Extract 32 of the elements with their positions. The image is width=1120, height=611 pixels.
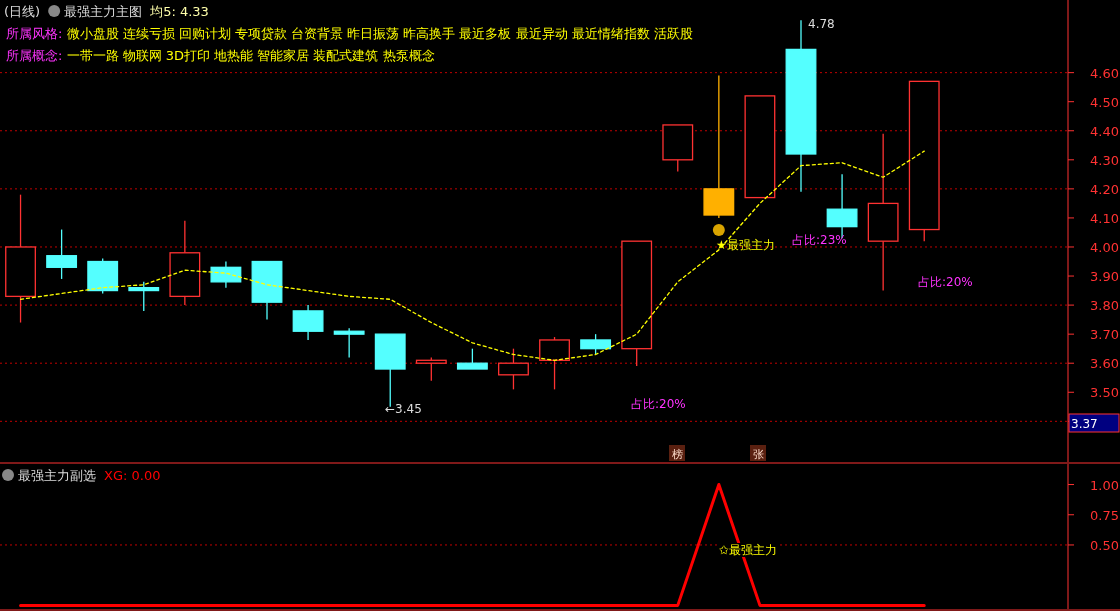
y-tick-label: 3.80 [1090, 298, 1119, 314]
y-tick-label: 0.75 [1090, 507, 1119, 523]
text: 3.37 [1071, 417, 1098, 431]
chart-title: (日线) [4, 4, 41, 19]
y-tick-label: 4.60 [1090, 65, 1119, 81]
y-tick-label: 3.60 [1090, 356, 1119, 372]
y-tick-label: 4.30 [1090, 152, 1119, 168]
text: 均5: 4.33 [149, 4, 209, 19]
y-tick-label: 1.00 [1090, 477, 1119, 493]
y-tick-label: 4.50 [1090, 94, 1119, 110]
annotation: ★最强主力 [716, 238, 775, 252]
annotation: 所属风格: 微小盘股 连续亏损 回购计划 专项贷款 台资背景 昨日振荡 昨高换手 最近多板 最近异动 最近情绪指数 活跃股 [6, 26, 693, 41]
annotation: 所属概念: 一带一路 物联网 3D打印 地热能 智能家居 装配式建筑 热泵概念 [6, 48, 435, 63]
annotation: ←3.45 [385, 402, 422, 416]
y-tick-label: 4.00 [1090, 239, 1119, 255]
annotation: 榜 [672, 448, 683, 461]
y-tick-label: 3.90 [1090, 269, 1119, 285]
y-tick-label: 3.70 [1090, 327, 1119, 343]
chart-title: 最强主力副选 [18, 468, 96, 483]
annotation: 占比:20% [631, 397, 686, 411]
y-tick-label: 4.10 [1090, 210, 1119, 226]
annotation: 最强主力主图 [64, 4, 143, 19]
y-tick-label: 4.20 [1090, 181, 1119, 197]
annotation: 占比:20% [918, 275, 973, 289]
annotation: 4.78 [808, 17, 835, 31]
annotation: 占比:23% [792, 233, 847, 247]
y-tick-label: 0.50 [1090, 537, 1119, 553]
annotation: ✩最强主力 [718, 542, 777, 557]
y-tick-label: 4.40 [1090, 123, 1119, 139]
annotation: 张 [753, 448, 764, 461]
y-tick-label: 3.50 [1090, 385, 1119, 401]
text: XG: 0.00 [104, 468, 161, 483]
